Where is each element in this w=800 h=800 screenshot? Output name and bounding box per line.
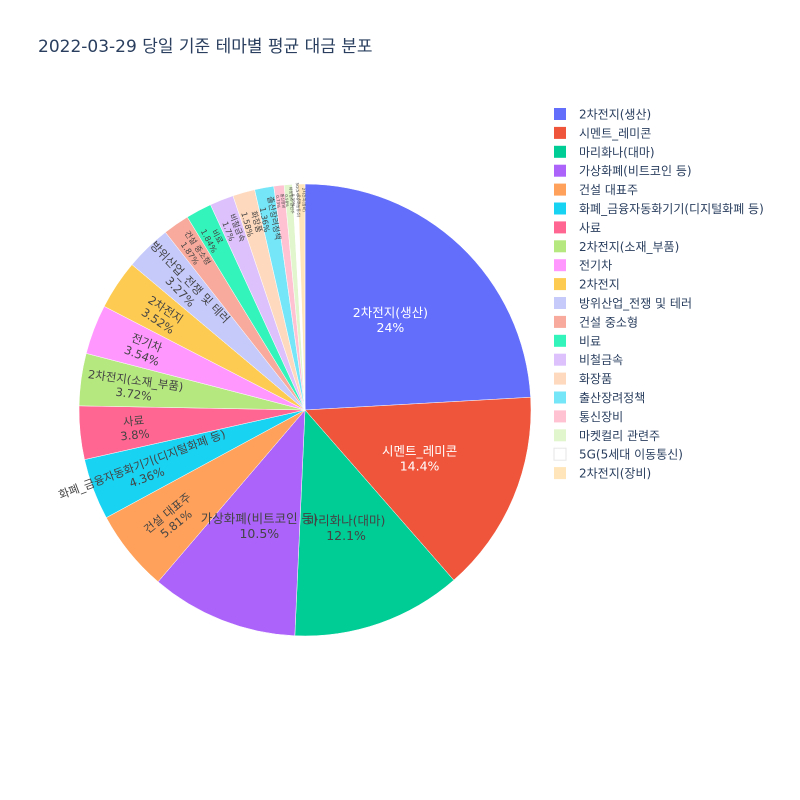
slice-category-label: 마리화나(대마)	[307, 513, 386, 528]
legend-swatch	[554, 221, 566, 234]
slice-category-label: 5G(5세대 이동통신)	[295, 182, 303, 217]
legend-item[interactable]: 가상화폐(비트코인 등)	[554, 164, 692, 178]
legend-swatch	[554, 108, 566, 120]
legend-label: 통신장비	[579, 410, 623, 424]
legend-label: 마켓컬리 관련주	[579, 429, 660, 443]
pie-slice[interactable]	[294, 409, 455, 637]
legend-item[interactable]: 사료	[554, 221, 601, 235]
pie-slices	[78, 183, 532, 637]
slice-category-label: 가상화폐(비트코인 등)	[201, 511, 318, 526]
pie-slice[interactable]	[304, 397, 532, 581]
legend-item[interactable]: 건설 중소형	[554, 315, 638, 329]
legend-label: 시멘트_레미콘	[579, 126, 651, 140]
legend-label: 비료	[579, 334, 601, 348]
legend-swatch	[554, 372, 566, 385]
legend-label: 2차전지(장비)	[579, 467, 651, 481]
slice-percent-label: 0.5%	[297, 195, 302, 205]
legend-item[interactable]: 시멘트_레미콘	[554, 126, 651, 140]
pie-slice[interactable]	[157, 409, 306, 637]
slice-percent-label: 14.4%	[400, 459, 440, 474]
chart-title: 2022-03-29 당일 기준 테마별 평균 대금 분포	[38, 37, 373, 57]
legend-label: 2차전지(생산)	[579, 108, 651, 122]
legend-item[interactable]: 비철금속	[554, 353, 623, 367]
legend-label: 화장품	[579, 372, 612, 386]
legend-item[interactable]: 2차전지	[554, 278, 620, 292]
legend-swatch	[554, 315, 566, 328]
slice-label: 2차전지(생산) 24%	[353, 305, 428, 335]
legend-swatch	[554, 202, 566, 215]
legend-swatch	[554, 240, 566, 253]
legend-label: 마리화나(대마)	[579, 145, 655, 159]
slice-category-label: 2차전지(장비)	[301, 188, 307, 213]
legend-item[interactable]: 방위산업_전쟁 및 테러	[554, 297, 692, 311]
legend-label: 건설 대표주	[579, 183, 638, 197]
legend-swatch	[554, 391, 566, 404]
slice-percent-label: 3.72%	[115, 385, 153, 404]
legend-label: 출산장려정책	[579, 390, 645, 405]
legend-label: 사료	[579, 221, 601, 235]
legend-label: 방위산업_전쟁 및 테러	[579, 297, 692, 311]
slice-percent-label: 10.5%	[239, 526, 279, 541]
legend-swatch	[554, 183, 566, 196]
legend-swatch	[554, 297, 566, 309]
legend-item[interactable]: 화장품	[554, 372, 612, 386]
legend-item[interactable]: 5G(5세대 이동통신)	[553, 447, 683, 462]
legend-label: 비철금속	[579, 353, 623, 367]
legend-swatch	[554, 353, 566, 366]
slice-category-label: 통신장비	[280, 193, 288, 209]
slice-label: 가상화폐(비트코인 등) 10.5%	[201, 511, 318, 541]
legend-item[interactable]: 2차전지(소재_부품)	[554, 240, 679, 254]
pie-slice[interactable]	[297, 183, 306, 411]
legend-label: 가상화폐(비트코인 등)	[579, 164, 692, 178]
slice-category-label: 2차전지(생산)	[353, 305, 428, 320]
legend-item[interactable]: 전기차	[554, 259, 612, 273]
legend-swatch	[554, 429, 566, 442]
slice-label: 시멘트_레미콘 14.4%	[382, 444, 457, 474]
legend-swatch	[554, 467, 566, 480]
slice-category-label: 시멘트_레미콘	[382, 444, 457, 459]
legend-label: 2차전지(소재_부품)	[579, 240, 679, 254]
legend-swatch	[554, 259, 566, 272]
legend-label: 화폐_금융자동화기기(디지털화폐 등)	[579, 202, 764, 216]
legend-item[interactable]: 마켓컬리 관련주	[554, 429, 660, 443]
slice-percent-label: 0.58%	[284, 194, 290, 207]
legend-swatch	[553, 447, 567, 461]
legend-swatch	[554, 334, 566, 347]
legend-item[interactable]: 비료	[554, 334, 601, 348]
legend-item[interactable]: 마리화나(대마)	[554, 145, 655, 159]
legend-item[interactable]: 2차전지(생산)	[554, 108, 651, 122]
legend-swatch	[554, 164, 566, 177]
legend-label: 2차전지	[579, 278, 620, 292]
slice-category-label: 사료	[122, 413, 144, 429]
slice-percent-label: 0.39%	[291, 194, 297, 207]
slice-label: 2차전지(장비)0.5%	[296, 188, 307, 213]
legend-label: 5G(5세대 이동통신)	[579, 448, 683, 462]
slice-label: 5G(5세대 이동통신)0.39%	[290, 182, 302, 218]
slice-percent-label: 12.1%	[326, 528, 366, 543]
slice-percent-label: 24%	[376, 320, 404, 335]
legend-label: 전기차	[579, 259, 612, 273]
legend-swatch	[554, 126, 566, 139]
slice-percent-label: 3.8%	[120, 426, 151, 443]
slice-label: 마리화나(대마) 12.1%	[307, 513, 386, 543]
legend-swatch	[554, 145, 566, 158]
slice-label: 마켓컬리 관련주0.58%	[283, 186, 296, 214]
legend-item[interactable]: 건설 대표주	[554, 183, 638, 197]
legend-swatch	[554, 410, 566, 423]
legend-item[interactable]: 통신장비	[554, 410, 623, 424]
slice-percent-label: 0.73%	[275, 195, 281, 208]
legend-item[interactable]: 2차전지(장비)	[554, 467, 651, 481]
slice-label: 사료3.8%	[118, 413, 150, 444]
slice-category-label: 마켓컬리 관련주	[288, 186, 296, 214]
legend-label: 건설 중소형	[579, 315, 638, 329]
slice-label: 통신장비0.73%	[275, 193, 287, 209]
legend-item[interactable]: 화폐_금융자동화기기(디지털화폐 등)	[554, 202, 764, 216]
legend-swatch	[554, 278, 566, 291]
legend-item[interactable]: 출산장려정책	[554, 390, 645, 405]
pie-slice[interactable]	[304, 183, 531, 411]
